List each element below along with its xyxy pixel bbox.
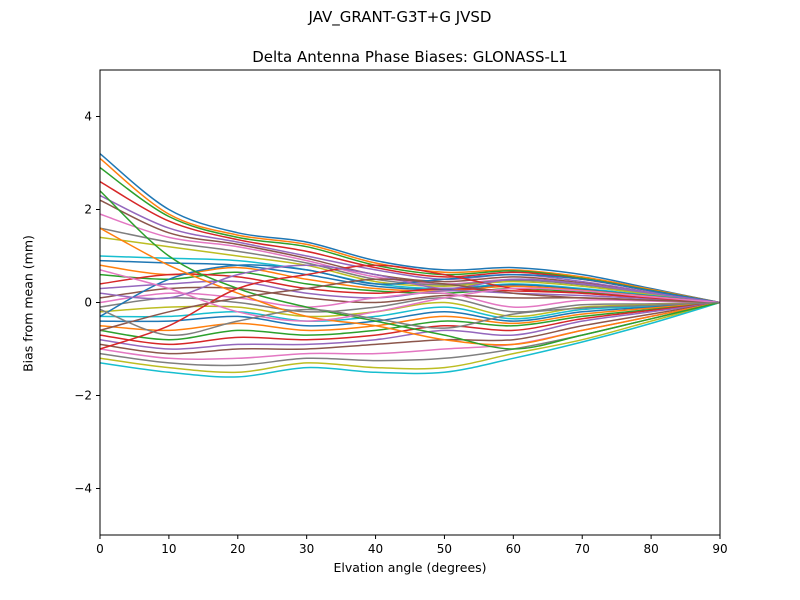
series-line — [100, 301, 720, 327]
series-line — [100, 292, 720, 308]
series-line — [100, 264, 720, 304]
x-tick-label: 0 — [96, 542, 104, 556]
series-line — [100, 269, 720, 322]
series-line — [100, 297, 720, 313]
y-tick-label: −2 — [74, 389, 92, 403]
series-line — [100, 301, 720, 378]
x-tick-label: 70 — [575, 542, 590, 556]
series-line — [100, 194, 720, 304]
series-line — [100, 301, 720, 346]
y-tick-label: 4 — [84, 110, 92, 124]
series-line — [100, 152, 720, 304]
series-line — [100, 227, 720, 346]
series-line — [100, 301, 720, 355]
x-tick-label: 30 — [299, 542, 314, 556]
series-line — [100, 190, 720, 350]
x-axis-label: Elvation angle (degrees) — [333, 560, 487, 575]
x-tick-label: 50 — [437, 542, 452, 556]
series-line — [100, 301, 720, 332]
x-tick-label: 80 — [643, 542, 658, 556]
y-tick-label: 0 — [84, 296, 92, 310]
x-tick-label: 60 — [506, 542, 521, 556]
series-line — [100, 264, 720, 350]
x-tick-label: 10 — [161, 542, 176, 556]
series-line — [100, 301, 720, 322]
x-tick-label: 40 — [368, 542, 383, 556]
x-tick-label: 90 — [712, 542, 727, 556]
y-tick-label: 2 — [84, 203, 92, 217]
series-line — [100, 301, 720, 350]
x-tick-label: 20 — [230, 542, 245, 556]
axes-title: Delta Antenna Phase Biases: GLONASS-L1 — [252, 48, 568, 66]
series-group — [100, 152, 720, 378]
y-tick-label: −4 — [74, 482, 92, 496]
series-line — [100, 301, 720, 374]
series-line — [100, 301, 720, 337]
series-line — [100, 278, 720, 332]
series-line — [100, 236, 720, 304]
figure-title: JAV_GRANT-G3T+G JVSD — [308, 8, 492, 26]
axes-spines — [99, 69, 721, 536]
